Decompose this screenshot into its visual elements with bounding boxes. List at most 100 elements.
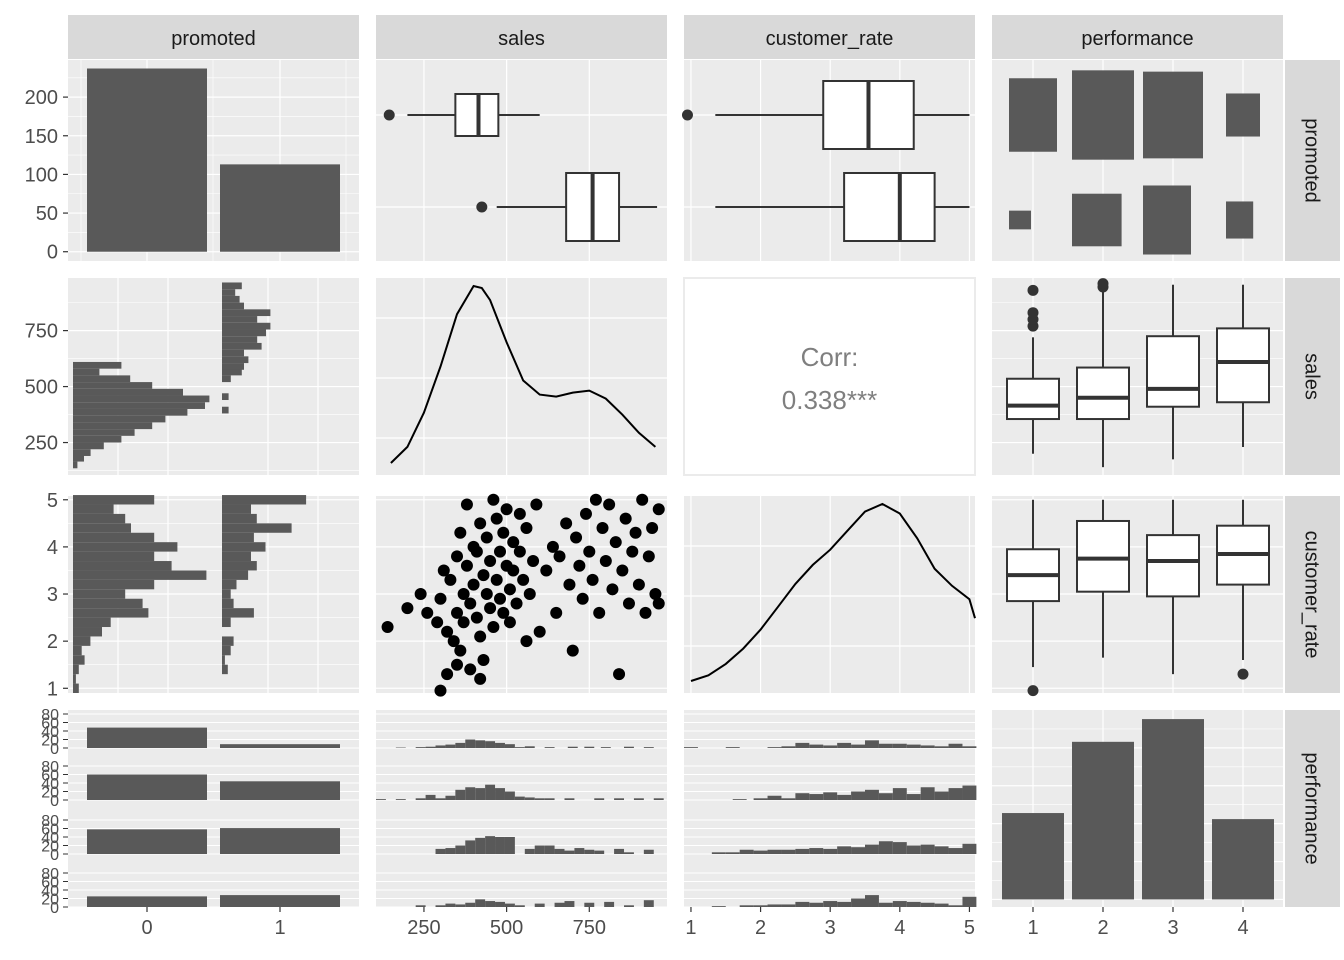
y-tick-label-sales-250: 250	[25, 433, 58, 455]
scatter-point	[599, 555, 612, 568]
hist-bar-perf-2	[892, 788, 907, 800]
hist-bar-perf-4	[795, 901, 810, 907]
hist-bar-perf-1	[725, 747, 740, 748]
hist-bar-promoted-1	[222, 336, 258, 343]
hist-bar-promoted-0	[73, 388, 183, 396]
hist-bar-promoted-1	[222, 322, 271, 330]
bar-perf-2-promoted-0	[87, 774, 207, 800]
hist-bar-perf-2	[594, 798, 605, 800]
y-tick-label-80: 80	[41, 813, 59, 830]
hist-bar-perf-2	[415, 798, 426, 800]
scatter-point	[414, 588, 427, 601]
hist-bar-perf-2	[485, 784, 496, 800]
bar-perf-3-promoted-0	[87, 829, 207, 854]
hist-bar-perf-3	[809, 848, 824, 854]
bar-perf-2-promoted-1	[220, 781, 340, 800]
hist-bar-perf-4	[584, 902, 595, 907]
hist-bar-perf-4	[781, 904, 796, 907]
scatter-point	[609, 536, 622, 549]
y-tick-label-cr-1: 1	[47, 678, 58, 700]
correlation-label: Corr:	[801, 342, 859, 372]
hist-bar-perf-1	[415, 747, 426, 748]
hist-bar-perf-2	[504, 791, 515, 800]
hist-bar-perf-1	[643, 747, 654, 748]
scatter-point	[606, 583, 619, 596]
hist-bar-perf-2	[455, 789, 466, 800]
scatter-point	[441, 668, 454, 681]
x-tick-label-sales-250: 250	[407, 917, 440, 939]
hist-bar-perf-3	[934, 846, 949, 854]
panel-r4-c1	[68, 710, 359, 908]
scatter-point	[550, 606, 563, 619]
y-tick-label-0: 0	[47, 242, 58, 264]
scatter-point	[490, 573, 503, 586]
hist-bar-perf-1	[455, 742, 466, 748]
hist-bar-perf-1	[504, 744, 515, 748]
hist-bar-perf-2	[653, 798, 664, 800]
row-strip-customer_rate: customer_rate	[1285, 496, 1340, 693]
hist-bar-promoted-0	[73, 627, 102, 637]
scatter-point	[513, 507, 526, 520]
y-tick-label-sales-500: 500	[25, 377, 58, 399]
scatter-point	[646, 522, 659, 535]
hist-bar-promoted-0	[73, 454, 84, 462]
y-tick-label-40: 40	[41, 883, 59, 900]
y-tick-label-80: 80	[41, 866, 59, 883]
mosaic-tile-promoted-0-perf-1	[1009, 78, 1057, 152]
x-tick-label-cr-3: 3	[825, 917, 836, 939]
scatter-point	[586, 573, 599, 586]
hist-bar-promoted-0	[73, 435, 122, 443]
scatter-point	[470, 611, 483, 624]
mosaic-tile-promoted-0-perf-4	[1226, 93, 1260, 137]
hist-bar-promoted-0	[73, 579, 155, 590]
hist-bar-perf-2	[465, 787, 476, 800]
panel-r1-c3	[681, 60, 975, 261]
strip-background	[1285, 278, 1340, 475]
mosaic-tile-promoted-1-perf-1	[1009, 210, 1031, 230]
y-tick-label-sales-750: 750	[25, 321, 58, 343]
hist-bar-perf-2	[920, 787, 935, 800]
strip-background	[68, 15, 359, 59]
hist-bar-perf-4	[445, 903, 456, 907]
hist-bar-perf-3	[554, 848, 565, 854]
scatter-point	[523, 588, 536, 601]
y-tick-label-100: 100	[25, 164, 58, 186]
hist-bar-perf-1	[781, 746, 796, 748]
y-tick-label-60: 60	[41, 822, 59, 839]
hist-bar-promoted-0	[73, 617, 111, 628]
scatter-point	[563, 578, 576, 591]
scatter-point	[546, 540, 559, 553]
x-tick-label-sales-500: 500	[490, 917, 523, 939]
hist-bar-perf-3	[614, 848, 625, 854]
hist-bar-perf-1	[865, 740, 879, 748]
y-tick-label-0: 0	[50, 847, 59, 864]
hist-bar-promoted-0	[73, 636, 91, 646]
hist-bar-perf-1	[435, 745, 446, 748]
scatter-point	[441, 625, 454, 638]
hist-bar-promoted-0	[73, 449, 91, 456]
hist-bar-perf-2	[837, 794, 852, 800]
hist-bar-perf-2	[524, 797, 535, 800]
scatter-point	[507, 564, 520, 577]
hist-bar-perf-4	[504, 903, 515, 907]
row-strip-label: promoted	[1301, 118, 1323, 203]
bar-perf-4-promoted-1	[220, 895, 340, 907]
column-strip-label: sales	[498, 28, 545, 50]
hist-bar-perf-3	[948, 848, 963, 854]
panel-r2-c1	[68, 278, 359, 475]
y-tick-label-cr-2: 2	[47, 631, 58, 653]
hist-bar-promoted-0	[73, 422, 153, 430]
scatter-point	[474, 672, 487, 685]
row-strip-promoted: promoted	[1285, 60, 1340, 261]
x-tick-label-cr-5: 5	[964, 917, 975, 939]
hist-bar-perf-2	[948, 788, 963, 800]
hist-bar-promoted-1	[222, 342, 262, 350]
hist-bar-promoted-1	[222, 561, 257, 571]
panel-r3-c4	[992, 496, 1283, 697]
column-strip-label: promoted	[171, 28, 256, 50]
hist-bar-perf-3	[584, 849, 595, 854]
strip-background	[376, 15, 667, 59]
x-tick-label-cr-1: 1	[685, 917, 696, 939]
hist-bar-perf-1	[524, 746, 535, 748]
hist-bar-perf-4	[920, 902, 935, 907]
